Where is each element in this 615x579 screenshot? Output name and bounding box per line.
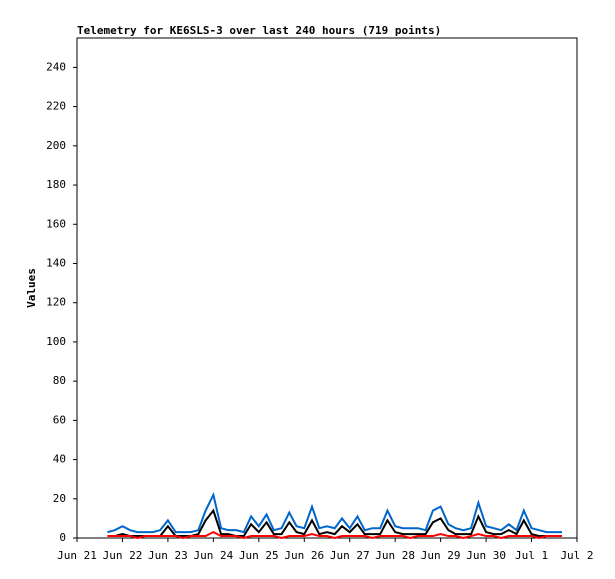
data-line	[107, 530, 562, 540]
x-tick-label: Jun 26	[284, 549, 324, 562]
x-tick-label: Jun 24	[193, 549, 233, 562]
y-tick-label: 40	[53, 453, 66, 466]
y-tick-label: 20	[53, 492, 66, 505]
y-tick-label: 200	[46, 139, 66, 152]
y-tick-label: 220	[46, 100, 66, 113]
data-line	[107, 491, 562, 534]
y-tick-label: 0	[59, 531, 66, 544]
y-axis-label: Values	[25, 268, 38, 308]
x-tick-label: Jul 2	[560, 549, 593, 562]
x-tick-label: Jun 21	[57, 549, 97, 562]
y-tick-label: 140	[46, 256, 66, 269]
data-line	[107, 508, 562, 538]
y-tick-label: 60	[53, 413, 66, 426]
x-tick-label: Jun 25	[239, 549, 279, 562]
y-tick-label: 100	[46, 335, 66, 348]
x-tick-label: Jun 27	[330, 549, 370, 562]
x-tick-label: Jun 23	[148, 549, 188, 562]
x-tick-label: Jul 1	[515, 549, 548, 562]
chart-title: Telemetry for KE6SLS-3 over last 240 hou…	[77, 24, 441, 37]
x-tick-label: Jun 22	[103, 549, 143, 562]
y-tick-label: 120	[46, 296, 66, 309]
y-tick-label: 80	[53, 374, 66, 387]
y-tick-label: 240	[46, 60, 66, 73]
y-tick-label: 180	[46, 178, 66, 191]
plot-frame	[76, 37, 578, 539]
x-tick-label: Jun 29	[421, 549, 461, 562]
x-tick-label: Jun 30	[466, 549, 506, 562]
x-tick-label: Jun 28	[375, 549, 415, 562]
y-tick-label: 160	[46, 217, 66, 230]
